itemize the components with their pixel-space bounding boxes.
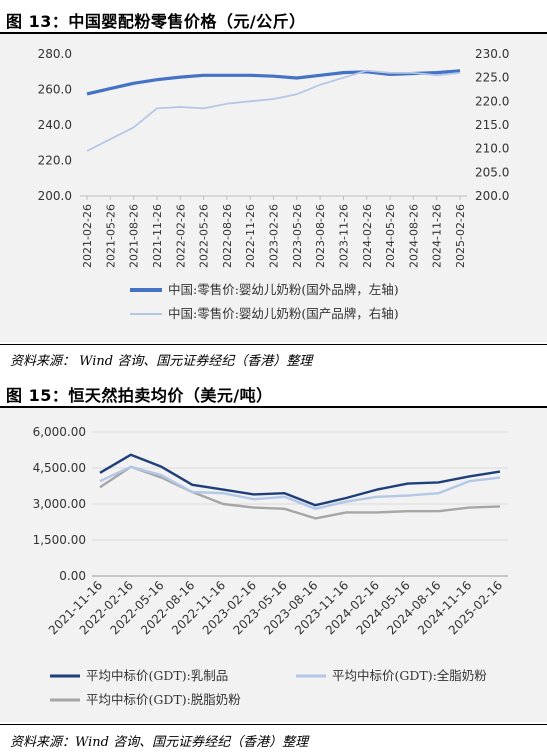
chart2-panel: 0.00 1,500.00 3,000.00 4,500.00 6,000.00 2021… bbox=[0, 408, 547, 722]
chart1-x-tick-label: 2024-11-26 bbox=[431, 204, 444, 268]
chart2-title-rule bbox=[0, 406, 547, 408]
chart1-x-tick-label: 2024-05-26 bbox=[384, 204, 397, 268]
chart1-y-right-tick: 220.0 bbox=[475, 94, 509, 108]
chart1-x-tick-label: 2023-02-26 bbox=[268, 204, 281, 268]
chart1-series-line-1 bbox=[86, 69, 461, 96]
chart1-svg: 200.0 220.0 240.0 260.0 280.0 200.0 205.0 210.0… bbox=[38, 47, 510, 321]
chart1-title-rule bbox=[0, 32, 547, 34]
chart1-x-tick-label: 2023-08-26 bbox=[314, 204, 327, 268]
chart1-x-tick-label: 2022-05-26 bbox=[198, 204, 211, 268]
chart2-series-line-1 bbox=[99, 453, 501, 507]
chart1-y-left-tick: 260.0 bbox=[38, 83, 72, 97]
chart2-y-tick: 0.00 bbox=[59, 569, 86, 583]
chart2-series-line-3 bbox=[99, 465, 501, 520]
chart1-y-right-tick: 200.0 bbox=[475, 189, 509, 203]
chart1-series-line-2 bbox=[86, 69, 461, 152]
chart2-y-tick: 3,000.00 bbox=[33, 497, 86, 511]
chart1-x-tick-label: 2023-11-26 bbox=[337, 204, 350, 268]
chart1-x-tick-label: 2022-02-26 bbox=[174, 204, 187, 268]
chart2-y-tick: 4,500.00 bbox=[33, 461, 86, 475]
chart1-y-left-tick: 240.0 bbox=[38, 118, 72, 132]
chart1-y-left-tick: 280.0 bbox=[38, 47, 72, 61]
chart2-legend: 平均中标价(GDT):乳制品 平均中标价(GDT):全脂奶粉平均中标价(GDT):… bbox=[50, 668, 487, 707]
chart2-svg: 0.001,500.003,000.004,500.006,000.002021… bbox=[33, 425, 508, 707]
chart2-series-line-2 bbox=[99, 465, 501, 511]
chart1-legend-label-1: 中国:零售价:婴幼儿奶粉(国外品牌，左轴) bbox=[168, 282, 399, 297]
chart1-y-right-tick: 230.0 bbox=[475, 47, 509, 61]
chart1-x-tick-label: 2021-02-26 bbox=[81, 204, 94, 268]
chart1-x-tick-label: 2022-11-26 bbox=[244, 204, 257, 268]
chart2-legend-label-2: 平均中标价(GDT):全脂奶粉 bbox=[332, 668, 487, 683]
chart2-legend-label-1: 平均中标价(GDT):乳制品 bbox=[86, 668, 228, 683]
chart1-y-right-tick: 215.0 bbox=[475, 118, 509, 132]
chart1-x-tick-label: 2024-02-26 bbox=[361, 204, 374, 268]
chart2-y-tick: 6,000.00 bbox=[33, 425, 86, 439]
chart1-x-tick-label: 2021-05-26 bbox=[104, 204, 117, 268]
chart1-y-right-tick: 205.0 bbox=[475, 165, 509, 179]
chart1-x-tick-label: 2024-08-26 bbox=[407, 204, 420, 268]
chart1-legend-label-2: 中国:零售价:婴幼儿奶粉(国产品牌，右轴) bbox=[168, 306, 399, 321]
chart1-title: 图 13：中国婴配粉零售价格（元/公斤） bbox=[6, 12, 306, 31]
chart1-x-tick-label: 2025-02-26 bbox=[454, 204, 467, 268]
chart2-legend-label-3: 平均中标价(GDT):脱脂奶粉 bbox=[86, 692, 241, 707]
chart1-y-left-tick: 220.0 bbox=[38, 154, 72, 168]
chart2-y-tick: 1,500.00 bbox=[33, 533, 86, 547]
chart1-y-right-tick: 225.0 bbox=[475, 71, 509, 85]
chart1-panel: 200.0 220.0 240.0 260.0 280.0 200.0 205.0 210.0… bbox=[0, 34, 547, 342]
chart1-y-left-tick: 200.0 bbox=[38, 189, 72, 203]
chart1-x-tick-label: 2022-08-26 bbox=[221, 204, 234, 268]
chart1-source: 资料来源： Wind 咨询、国元证券经纪（香港）整理 bbox=[10, 354, 313, 369]
chart1-legend: 中国:零售价:婴幼儿奶粉(国外品牌，左轴) 中国:零售价:婴幼儿奶粉(国产品牌，右… bbox=[130, 282, 399, 321]
chart1-source-rule bbox=[0, 344, 547, 345]
chart2-title: 图 15：恒天然拍卖均价（美元/吨） bbox=[6, 386, 273, 405]
chart1-x-tick-label: 2021-08-26 bbox=[128, 204, 141, 268]
chart2-source: 资料来源：Wind 咨询、国元证券经纪（香港）整理 bbox=[10, 735, 309, 750]
chart1-y-right-tick: 210.0 bbox=[475, 142, 509, 156]
chart2-source-rule bbox=[0, 724, 547, 725]
chart1-x-tick-label: 2021-11-26 bbox=[151, 204, 164, 268]
chart1-x-tick-label: 2023-05-26 bbox=[291, 204, 304, 268]
